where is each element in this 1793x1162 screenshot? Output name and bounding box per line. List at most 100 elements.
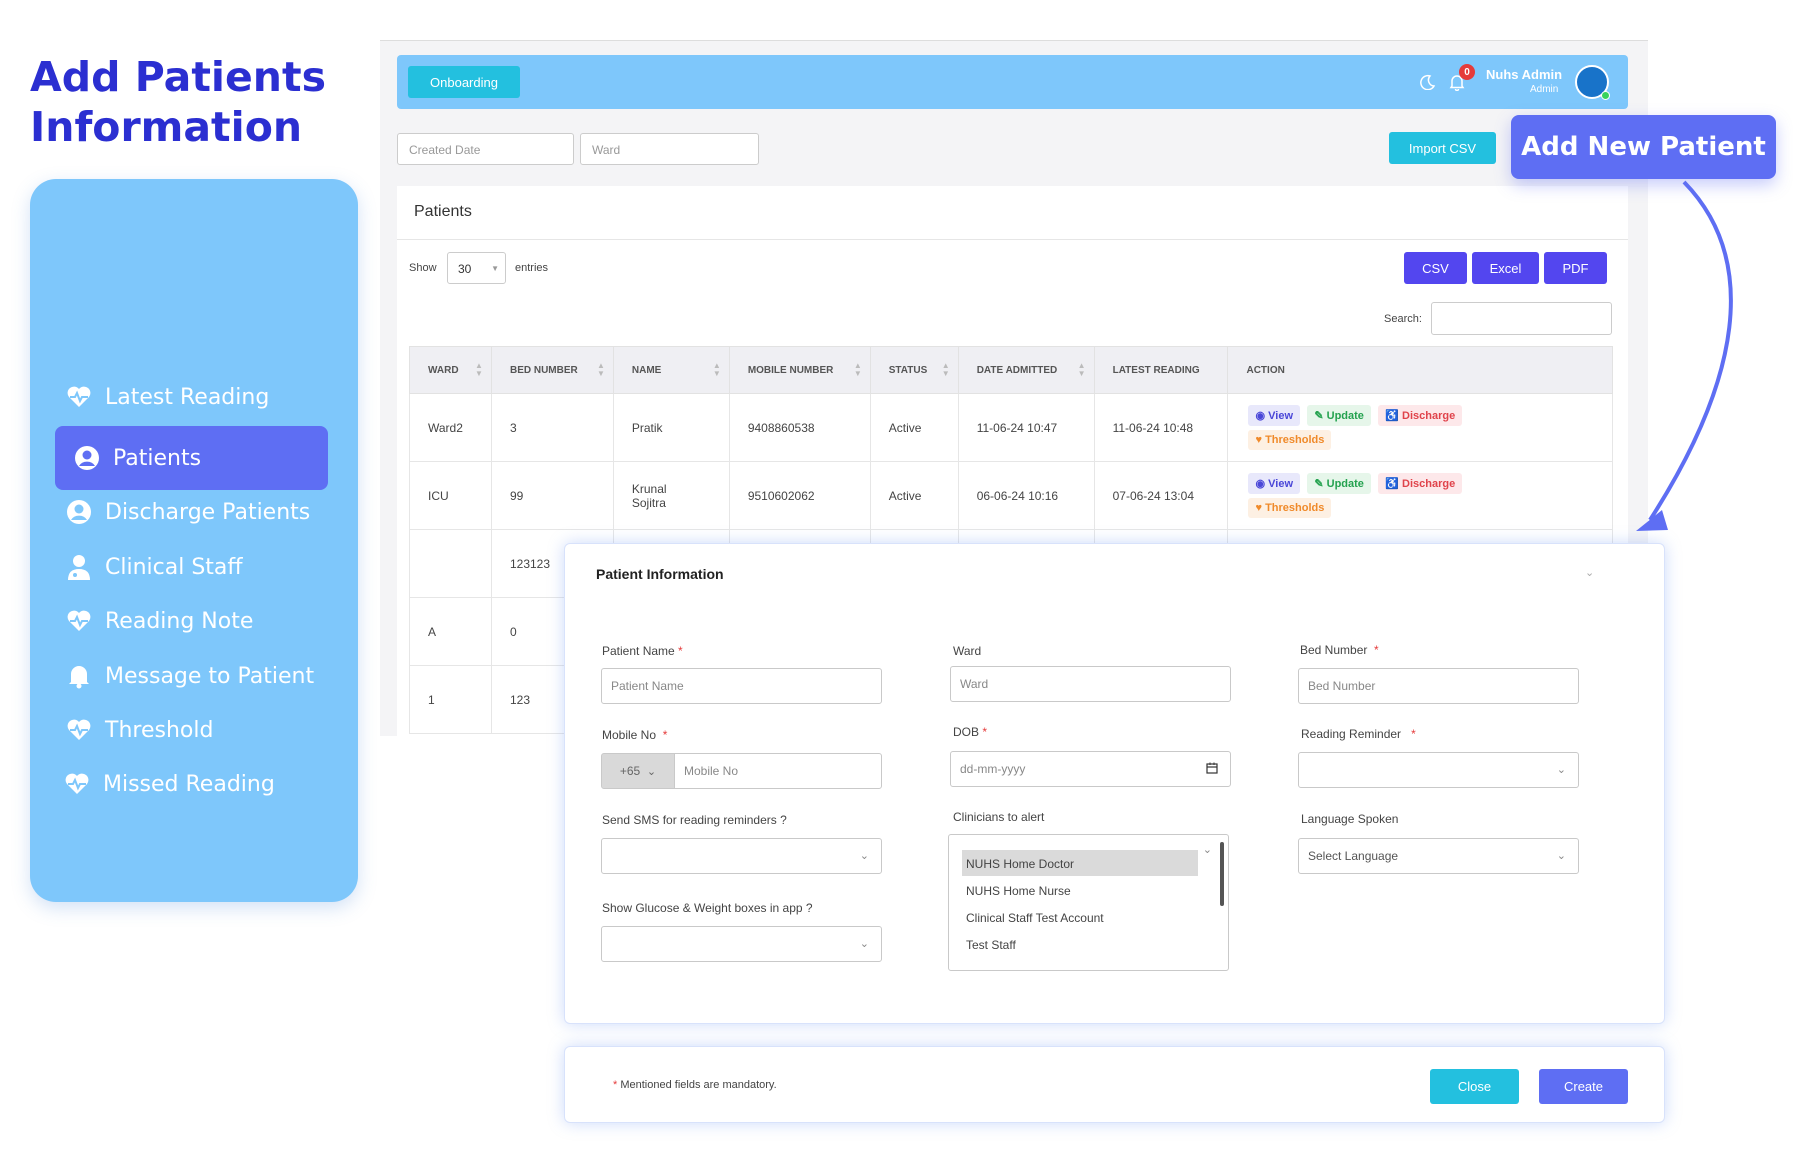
export-excel-button[interactable]: Excel	[1472, 252, 1539, 284]
clinician-option[interactable]: NUHS Home Doctor	[962, 850, 1198, 876]
clinician-option[interactable]: NUHS Home Nurse	[966, 884, 1071, 898]
column-header-ward[interactable]: WARD ▲ ▼	[409, 346, 492, 394]
listbox-scrollbar[interactable]	[1220, 842, 1224, 906]
thresholds-button[interactable]: ♥ Thresholds	[1248, 498, 1332, 518]
column-header-mobile-number[interactable]: MOBILE NUMBER ▲ ▼	[728, 346, 871, 394]
column-header-date-admitted[interactable]: DATE ADMITTED ▲ ▼	[957, 346, 1095, 394]
user-circle-icon	[65, 498, 93, 526]
sidebar-item-label: Reading Note	[105, 608, 254, 634]
modal-title: Patient Information	[596, 566, 724, 582]
reading-reminder-select[interactable]: ⌄	[1298, 752, 1579, 788]
ward-input[interactable]: Ward	[950, 666, 1231, 702]
update-button[interactable]: ✎ Update	[1307, 405, 1371, 426]
bed-number-label: Bed Number *	[1300, 643, 1379, 657]
cell-status: Active	[869, 393, 959, 462]
sidebar-item-clinical-staff[interactable]: Clinical Staff	[65, 535, 243, 599]
column-header-status[interactable]: STATUS ▲ ▼	[869, 346, 959, 394]
discharge-button[interactable]: ♿ Discharge	[1378, 473, 1463, 494]
search-input[interactable]	[1431, 302, 1612, 335]
dob-label: DOB *	[953, 725, 988, 739]
view-button[interactable]: ◉ View	[1248, 473, 1301, 494]
thresholds-button[interactable]: ♥ Thresholds	[1248, 430, 1332, 450]
bell-icon	[65, 662, 93, 690]
sort-icon: ▲ ▼	[1077, 361, 1086, 378]
sidebar-item-reading-note[interactable]: Reading Note	[65, 589, 253, 653]
export-pdf-button[interactable]: PDF	[1544, 252, 1607, 284]
sort-icon: ▲ ▼	[941, 361, 950, 378]
cell-latest: 07-06-24 13:04	[1093, 461, 1229, 530]
entries-select[interactable]: 30 ▼	[447, 252, 506, 284]
clinician-option[interactable]: Clinical Staff Test Account	[966, 911, 1104, 925]
bed-number-input[interactable]: Bed Number	[1298, 668, 1579, 704]
user-circle-icon	[73, 444, 101, 472]
ward-filter[interactable]: Ward	[580, 133, 759, 165]
column-header-name[interactable]: NAME ▲ ▼	[612, 346, 730, 394]
clinicians-multiselect[interactable]: ⌄ NUHS Home Doctor NUHS Home Nurse Clini…	[948, 834, 1229, 971]
notification-badge: 0	[1459, 64, 1475, 80]
mandatory-note: * Mentioned fields are mandatory.	[613, 1079, 777, 1091]
send-sms-label: Send SMS for reading reminders ?	[602, 813, 787, 827]
create-button[interactable]: Create	[1539, 1069, 1628, 1104]
import-csv-button[interactable]: Import CSV	[1389, 132, 1496, 164]
glucose-weight-select[interactable]: ⌄	[601, 926, 882, 962]
column-header-latest-reading[interactable]: LATEST READING	[1093, 346, 1229, 394]
patient-name-input[interactable]: Patient Name	[601, 668, 882, 704]
table-row: Ward2 3 Pratik 9408860538 Active 11-06-2…	[409, 393, 1613, 462]
onboarding-button[interactable]: Onboarding	[408, 66, 520, 98]
mobile-no-input[interactable]: Mobile No	[674, 753, 882, 789]
created-date-filter[interactable]: Created Date	[397, 133, 574, 165]
view-button[interactable]: ◉ View	[1248, 405, 1301, 426]
chevron-down-icon: ▼	[491, 264, 499, 273]
chevron-down-icon[interactable]: ⌄	[1585, 567, 1595, 579]
patient-name-label: Patient Name *	[602, 644, 683, 658]
column-header-bed-number[interactable]: BED NUMBER ▲ ▼	[490, 346, 614, 394]
table-row: ICU 99 Krunal Sojitra 9510602062 Active …	[409, 461, 1613, 530]
ward-label: Ward	[953, 644, 982, 658]
sort-icon: ▲ ▼	[475, 361, 483, 378]
sidebar-item-threshold[interactable]: Threshold	[65, 698, 213, 762]
page-headline: Add Patients Information	[30, 52, 390, 152]
sidebar-item-missed-reading[interactable]: Missed Reading	[63, 752, 275, 816]
cell-actions: ◉ View ✎ Update ♿ Discharge ♥ Thresholds	[1227, 393, 1613, 462]
cell-admitted: 11-06-24 10:47	[957, 393, 1095, 462]
chevron-down-icon: ⌄	[1556, 850, 1566, 862]
headline-line-2: Information	[30, 103, 303, 151]
send-sms-select[interactable]: ⌄	[601, 838, 882, 874]
country-code-select[interactable]: +65 ⌄	[601, 753, 675, 789]
cell-ward: 1	[409, 665, 492, 734]
chevron-down-icon: ⌄	[1202, 844, 1212, 856]
moon-icon[interactable]	[1420, 74, 1436, 95]
cell-ward	[409, 529, 492, 598]
cell-ward: ICU	[409, 461, 492, 530]
entries-select-value: 30	[458, 262, 472, 276]
export-csv-button[interactable]: CSV	[1404, 252, 1467, 284]
cell-mobile: 9408860538	[728, 393, 871, 462]
update-button[interactable]: ✎ Update	[1307, 473, 1371, 494]
cell-ward: Ward2	[409, 393, 492, 462]
mobile-no-label: Mobile No *	[602, 728, 668, 742]
clinician-option[interactable]: Test Staff	[966, 938, 1016, 952]
sidebar-item-message-to-patient[interactable]: Message to Patient	[65, 644, 314, 708]
sidebar-item-patients[interactable]: Patients	[55, 426, 328, 490]
entries-label: entries	[515, 262, 549, 274]
sidebar-item-discharge-patients[interactable]: Discharge Patients	[65, 480, 310, 544]
sidebar-item-latest-reading[interactable]: Latest Reading	[65, 365, 269, 429]
dob-input[interactable]: dd-mm-yyyy	[950, 751, 1231, 787]
column-header-action: ACTION	[1227, 346, 1613, 394]
patients-card-title: Patients	[414, 203, 472, 220]
sidebar-item-label: Threshold	[105, 717, 214, 743]
chevron-down-icon: ⌄	[859, 850, 869, 862]
cell-status: Active	[869, 461, 959, 530]
add-new-patient-button[interactable]: Add New Patient	[1511, 115, 1776, 179]
discharge-button[interactable]: ♿ Discharge	[1378, 405, 1463, 426]
calendar-icon[interactable]	[1206, 762, 1218, 777]
user-role: Admin	[1530, 84, 1559, 95]
sidebar-item-label: Missed Reading	[103, 771, 275, 797]
close-button[interactable]: Close	[1430, 1069, 1519, 1104]
reading-reminder-label: Reading Reminder *	[1301, 727, 1416, 741]
heart-pulse-icon	[65, 607, 93, 635]
user-name: Nuhs Admin	[1486, 67, 1563, 82]
online-status-dot	[1601, 91, 1610, 100]
chevron-down-icon: ⌄	[859, 938, 869, 950]
language-select[interactable]: Select Language ⌄	[1298, 838, 1579, 874]
